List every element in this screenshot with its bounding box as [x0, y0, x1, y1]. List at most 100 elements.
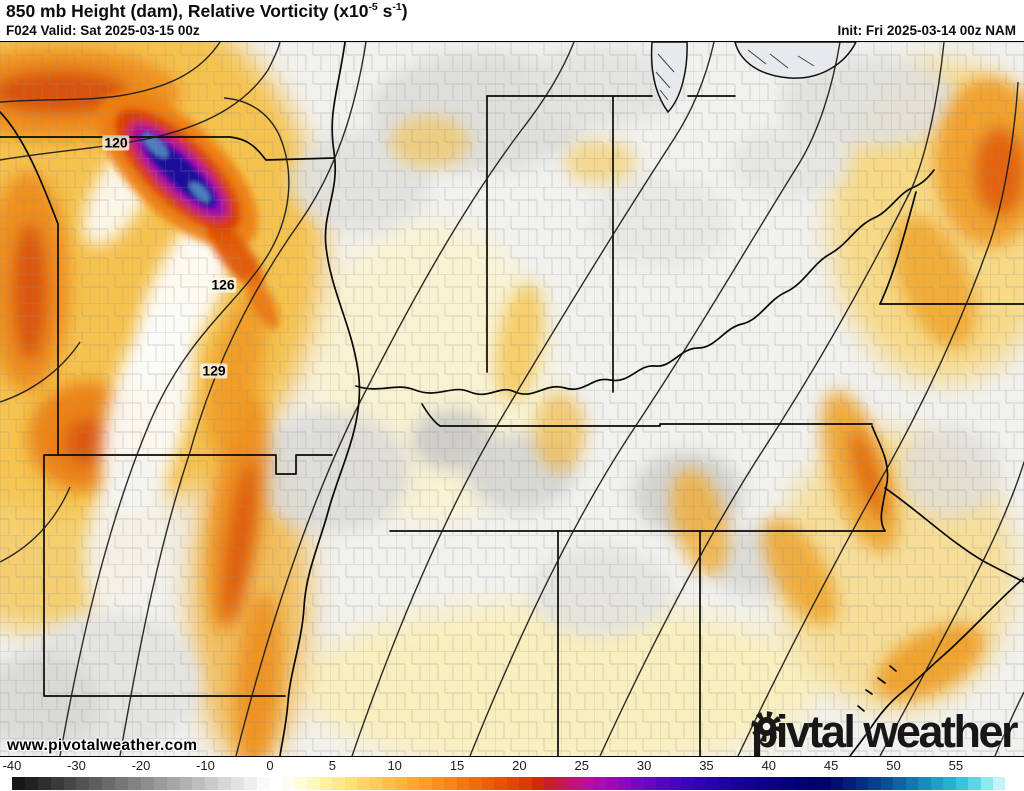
logo-word-pivotal-post: tal [808, 706, 856, 757]
colorbar-segment [531, 777, 545, 790]
colorbar-segment [868, 777, 881, 790]
colorbar-segment [681, 777, 694, 790]
colorbar-segment [706, 777, 719, 790]
colorbar-tick-label: 55 [948, 758, 964, 773]
colorbar-segment [256, 777, 270, 790]
colorbar-segment [50, 777, 64, 790]
colorbar-segment [519, 777, 532, 790]
colorbar-segment [369, 777, 383, 790]
colorbar-segment [282, 777, 295, 790]
logo-word-weather: weather [863, 706, 1018, 757]
colorbar-tick-label: 35 [699, 758, 714, 773]
colorbar-segment [102, 777, 116, 790]
colorbar-segment [269, 777, 283, 790]
colorbar-segment [89, 777, 103, 790]
colorbar-segment [893, 777, 906, 790]
colorbar-segment [805, 777, 819, 790]
colorbar-segment [128, 777, 141, 790]
colorbar-segment [153, 777, 167, 790]
colorbar-segment [231, 777, 245, 790]
colorbar-tick-label: 25 [574, 758, 589, 773]
colorbar-tick-label: 0 [266, 758, 274, 773]
colorbar-segment [693, 777, 707, 790]
colorbar-segment [930, 777, 944, 790]
colorbar-segment [581, 777, 594, 790]
contour-label: 129 [200, 362, 228, 379]
colorbar-segment [731, 777, 744, 790]
weather-map-graphic [0, 42, 1024, 756]
colorbar-tick-label: 5 [328, 758, 336, 773]
colorbar-segment [643, 777, 657, 790]
colorbar-segment [37, 777, 51, 790]
colorbar-segment [830, 777, 844, 790]
colorbar-segment [968, 777, 981, 790]
colorbar-segment [618, 777, 632, 790]
header: 850 mb Height (dam), Relative Vorticity … [0, 0, 1024, 41]
colorbar-segment [444, 777, 457, 790]
colorbar-tick-label: -20 [131, 758, 151, 773]
colorbar-segment [668, 777, 682, 790]
colorbar-segment [494, 777, 507, 790]
colorbar-segment [980, 777, 993, 790]
colorbar-segment [768, 777, 782, 790]
colorbar-tick-label: 40 [761, 758, 777, 773]
colorbar-segment [24, 777, 38, 790]
colorbar-segment [76, 777, 90, 790]
colorbar-tick-label: 20 [512, 758, 527, 773]
colorbar-tick-label: -10 [196, 758, 215, 773]
map-area: www.pivotalweather.com piv tal weather 120… [0, 41, 1024, 757]
colorbar-segment [818, 777, 831, 790]
colorbar-segment [880, 777, 894, 790]
colorbar-segment [382, 777, 395, 790]
colorbar-segment [357, 777, 370, 790]
colorbar-segment [166, 777, 180, 790]
colorbar-tick-label: 50 [886, 758, 901, 773]
title-superscript: -5 [368, 1, 378, 14]
colorbar-tick-label: -40 [2, 758, 22, 773]
colorbar-segment [469, 777, 482, 790]
colorbar-segment [406, 777, 420, 790]
colorbar-tick-label: 30 [636, 758, 652, 773]
colorbar-segment [179, 777, 193, 790]
colorbar-segment [569, 777, 582, 790]
colorbar-segment [394, 777, 407, 790]
colorbar-segment [955, 777, 969, 790]
colorbar-segment [456, 777, 470, 790]
colorbar-segment [192, 777, 206, 790]
colorbar-segment [656, 777, 669, 790]
colorbar-segment [631, 777, 644, 790]
colorbar-segment [993, 777, 1006, 790]
colorbar-segment [307, 777, 320, 790]
colorbar-bar [12, 777, 1006, 790]
watermark-url: www.pivotalweather.com [7, 737, 198, 754]
colorbar-segment [943, 777, 956, 790]
colorbar-segment [244, 777, 257, 790]
colorbar-segment [918, 777, 931, 790]
colorbar-segment [756, 777, 769, 790]
colorbar-segment [63, 777, 77, 790]
colorbar: -40 -30 -20 -10 0 5 10 15 20 25 30 35 40 45 50 55 [0, 757, 1024, 791]
colorbar-segment [606, 777, 619, 790]
contour-label: 120 [102, 134, 130, 151]
colorbar-tick-label: 10 [387, 758, 402, 773]
colorbar-tick-label: 15 [449, 758, 465, 773]
colorbar-tick-label: 45 [823, 758, 839, 773]
state-borders [0, 42, 1024, 756]
colorbar-segment [843, 777, 856, 790]
colorbar-segment [294, 777, 308, 790]
colorbar-segment [556, 777, 570, 790]
colorbar-segment [544, 777, 557, 790]
colorbar-segment [905, 777, 919, 790]
colorbar-segment [419, 777, 432, 790]
colorbar-segment [115, 777, 129, 790]
colorbar-segment [855, 777, 869, 790]
colorbar-segment [140, 777, 154, 790]
colorbar-segment [781, 777, 794, 790]
page-title: 850 mb Height (dam), Relative Vorticity … [6, 1, 408, 21]
lake-erie-shape [734, 42, 857, 79]
colorbar-tick-label: -30 [67, 758, 86, 773]
height-contours [0, 42, 1024, 756]
forecast-valid-label: F024 Valid: Sat 2025-03-15 00z [6, 23, 200, 38]
colorbar-segment [743, 777, 757, 790]
